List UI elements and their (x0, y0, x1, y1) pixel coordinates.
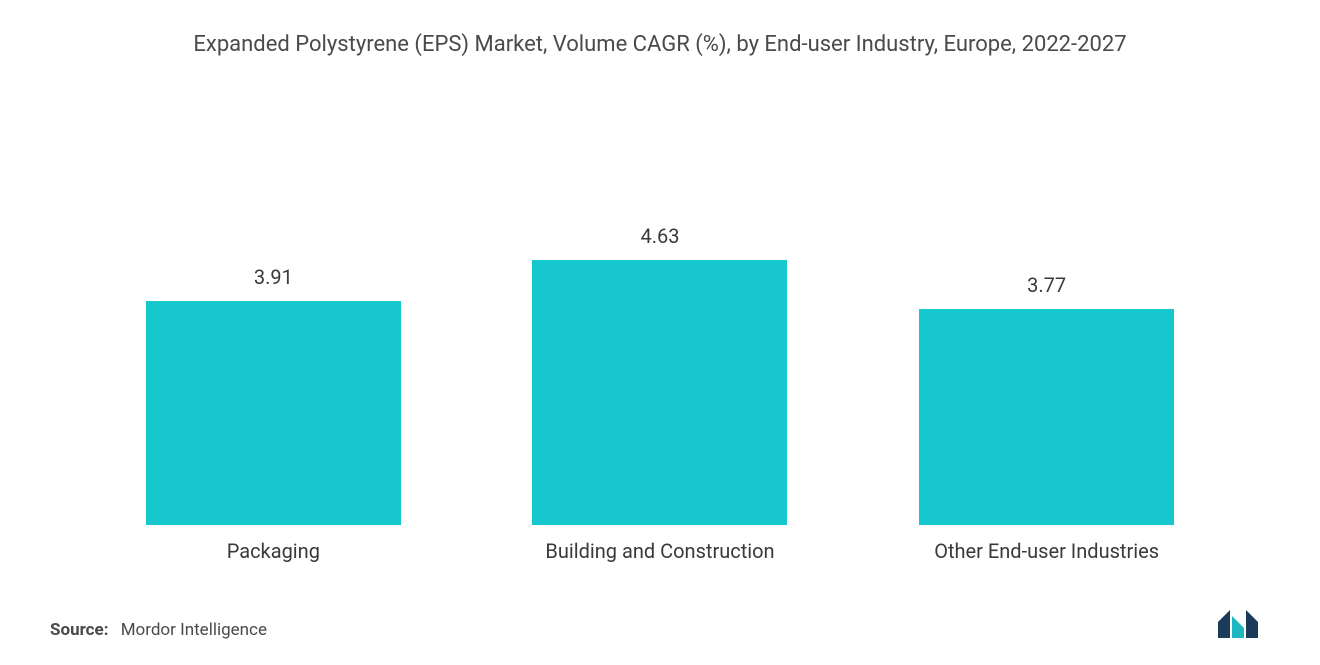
bar (146, 301, 401, 525)
source-line: Source: Mordor Intelligence (50, 620, 267, 640)
chart-title: Expanded Polystyrene (EPS) Market, Volum… (193, 30, 1126, 60)
bar-group-packaging: 3.91 Packaging (123, 265, 423, 563)
bar-value: 3.91 (254, 265, 293, 289)
bar-value: 3.77 (1027, 273, 1066, 297)
bar-value: 4.63 (640, 224, 679, 248)
chart-container: Expanded Polystyrene (EPS) Market, Volum… (0, 0, 1320, 665)
plot-area: 3.91 Packaging 4.63 Building and Constru… (50, 100, 1270, 578)
source-text: Mordor Intelligence (121, 620, 267, 640)
bar (532, 260, 787, 525)
source-label: Source: (50, 620, 108, 640)
mordor-logo-icon (1216, 608, 1270, 640)
bar-label: Other End-user Industries (934, 539, 1159, 563)
bar (919, 309, 1174, 525)
bar-group-other: 3.77 Other End-user Industries (897, 273, 1197, 563)
bar-group-building: 4.63 Building and Construction (510, 224, 810, 563)
chart-footer: Source: Mordor Intelligence (50, 578, 1270, 640)
bar-label: Packaging (227, 539, 320, 563)
bar-label: Building and Construction (545, 539, 774, 563)
